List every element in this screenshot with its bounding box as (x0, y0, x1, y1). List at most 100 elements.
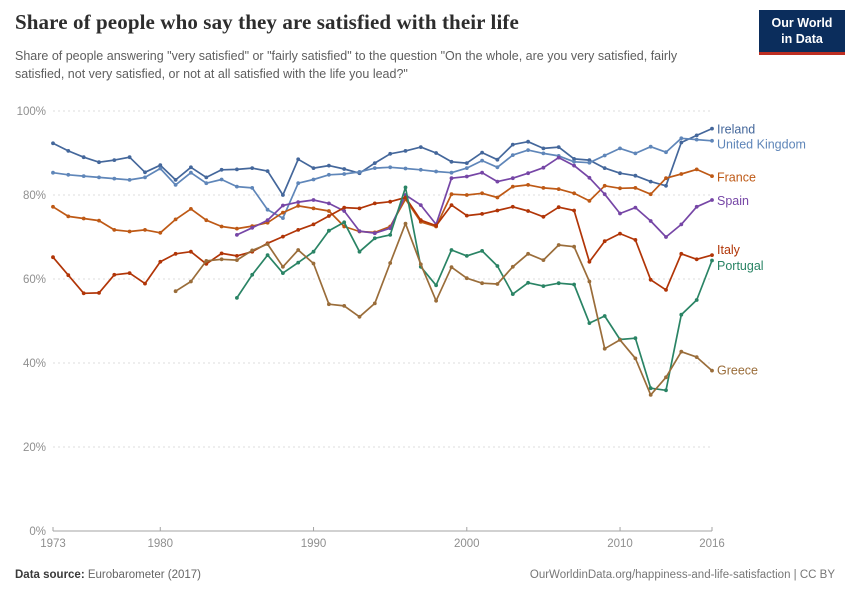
series-point-united-kingdom-1979[interactable] (143, 175, 147, 180)
series-point-united-kingdom-1992[interactable] (342, 172, 347, 176)
series-point-italy-2016[interactable] (710, 253, 714, 257)
series-point-united-kingdom-2002[interactable] (495, 165, 500, 170)
series-point-italy-2007[interactable] (572, 208, 576, 213)
series-point-greece-2010[interactable] (618, 338, 622, 342)
credit-link[interactable]: OurWorldinData.org/happiness-and-life-sa… (529, 569, 835, 581)
series-point-ireland-2005[interactable] (541, 146, 546, 151)
series-label-united-kingdom[interactable]: United Kingdom (717, 138, 806, 152)
series-point-ireland-2014[interactable] (679, 140, 684, 145)
series-point-portugal-1991[interactable] (327, 228, 331, 233)
series-point-france-2010[interactable] (618, 186, 622, 191)
series-point-united-kingdom-1985[interactable] (235, 184, 239, 189)
series-point-france-1974[interactable] (66, 214, 71, 219)
series-point-united-kingdom-1975[interactable] (81, 174, 86, 179)
series-point-italy-2009[interactable] (602, 239, 607, 244)
series-point-spain-1992[interactable] (342, 209, 347, 213)
series-label-ireland[interactable]: Ireland (717, 122, 755, 136)
series-point-ireland-1985[interactable] (235, 167, 239, 172)
series-point-ireland-1977[interactable] (112, 158, 117, 163)
series-point-united-kingdom-1976[interactable] (97, 175, 101, 180)
series-point-greece-2005[interactable] (541, 258, 546, 262)
series-point-france-1977[interactable] (112, 228, 117, 232)
series-point-spain-2011[interactable] (633, 205, 638, 210)
series-point-united-kingdom-1991[interactable] (327, 172, 331, 177)
series-point-france-2005[interactable] (541, 186, 546, 190)
series-point-spain-2000[interactable] (464, 174, 469, 179)
series-point-united-kingdom-2001[interactable] (480, 158, 484, 163)
series-point-france-1983[interactable] (204, 218, 209, 223)
series-point-italy-1995[interactable] (388, 199, 393, 204)
series-point-portugal-2015[interactable] (694, 298, 699, 302)
series-line-italy[interactable] (52, 196, 713, 295)
series-point-italy-1979[interactable] (143, 281, 147, 286)
series-point-italy-2010[interactable] (618, 231, 622, 236)
series-point-spain-1986[interactable] (250, 225, 255, 230)
series-point-greece-1997[interactable] (418, 262, 423, 267)
series-point-france-2004[interactable] (526, 183, 530, 187)
series-point-portugal-2002[interactable] (495, 264, 500, 268)
series-point-italy-1978[interactable] (127, 271, 132, 275)
series-point-greece-2001[interactable] (480, 281, 484, 286)
series-point-united-kingdom-1987[interactable] (265, 207, 270, 212)
series-point-spain-1997[interactable] (418, 203, 423, 208)
series-line-ireland[interactable] (52, 127, 713, 196)
series-point-ireland-1979[interactable] (143, 170, 147, 175)
series-point-united-kingdom-2004[interactable] (526, 148, 530, 153)
series-point-greece-1990[interactable] (311, 261, 316, 266)
series-point-portugal-1999[interactable] (449, 248, 454, 252)
series-point-spain-2004[interactable] (526, 171, 530, 176)
series-point-united-kingdom-1974[interactable] (66, 172, 71, 177)
series-point-france-1975[interactable] (81, 216, 86, 221)
series-point-united-kingdom-1990[interactable] (311, 177, 316, 182)
series-point-italy-2012[interactable] (648, 277, 653, 282)
series-point-portugal-1995[interactable] (388, 233, 393, 237)
series-point-italy-1990[interactable] (311, 222, 316, 227)
series-point-france-1984[interactable] (219, 224, 224, 229)
series-point-italy-2003[interactable] (510, 204, 515, 209)
series-point-spain-2012[interactable] (648, 219, 653, 223)
series-point-france-1981[interactable] (173, 217, 178, 222)
series-point-spain-2014[interactable] (679, 222, 684, 227)
series-point-united-kingdom-1997[interactable] (418, 167, 423, 172)
series-point-italy-1991[interactable] (327, 214, 331, 218)
series-point-portugal-1998[interactable] (434, 283, 438, 288)
series-point-italy-1976[interactable] (97, 291, 101, 295)
series-point-greece-1988[interactable] (281, 264, 285, 269)
series-point-italy-2015[interactable] (694, 257, 699, 262)
series-point-greece-2009[interactable] (602, 346, 607, 351)
series-point-spain-2010[interactable] (618, 211, 622, 216)
series-point-ireland-2011[interactable] (633, 173, 638, 178)
series-point-spain-1995[interactable] (388, 226, 393, 231)
series-point-portugal-2011[interactable] (633, 336, 638, 341)
series-point-portugal-2006[interactable] (556, 281, 561, 286)
series-point-greece-1994[interactable] (372, 301, 377, 306)
series-point-italy-2013[interactable] (664, 288, 668, 292)
series-point-greece-1982[interactable] (189, 279, 193, 284)
series-point-greece-1998[interactable] (434, 298, 438, 303)
series-point-ireland-1976[interactable] (97, 160, 101, 165)
series-point-portugal-1989[interactable] (296, 260, 301, 265)
series-point-greece-1981[interactable] (173, 289, 178, 294)
series-point-france-2002[interactable] (495, 195, 500, 200)
series-line-france[interactable] (52, 168, 713, 234)
series-point-united-kingdom-1988[interactable] (281, 216, 285, 221)
series-point-greece-1999[interactable] (449, 265, 454, 270)
series-point-united-kingdom-1983[interactable] (204, 181, 209, 186)
series-point-greece-2002[interactable] (495, 282, 500, 286)
series-point-italy-2005[interactable] (541, 214, 546, 219)
series-point-united-kingdom-1994[interactable] (372, 166, 377, 171)
series-point-united-kingdom-1980[interactable] (158, 166, 163, 171)
series-point-spain-1993[interactable] (357, 229, 362, 234)
series-point-greece-2003[interactable] (510, 264, 515, 269)
series-point-france-2000[interactable] (464, 193, 469, 197)
series-point-spain-2002[interactable] (495, 179, 500, 184)
series-point-greece-2015[interactable] (694, 355, 699, 359)
series-point-greece-2011[interactable] (633, 356, 638, 361)
series-point-italy-2014[interactable] (679, 251, 684, 256)
series-point-france-1999[interactable] (449, 192, 454, 197)
series-point-ireland-2016[interactable] (710, 126, 714, 131)
series-point-ireland-1973[interactable] (51, 141, 55, 146)
series-point-ireland-2004[interactable] (526, 139, 530, 144)
series-point-france-1985[interactable] (235, 226, 239, 231)
series-point-italy-1984[interactable] (219, 251, 224, 256)
